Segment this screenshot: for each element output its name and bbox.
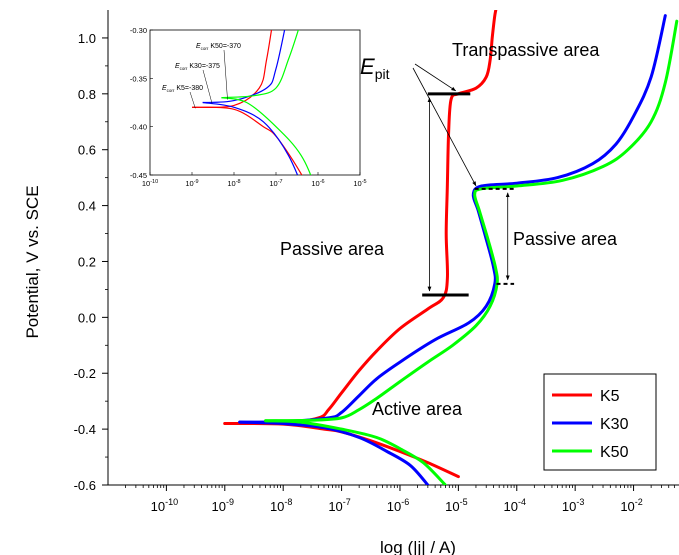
inset-ecorr-pointer — [223, 49, 228, 100]
epit-arrow-k5 — [414, 63, 457, 92]
inset-frame — [149, 29, 361, 176]
y-tick-label: -0.2 — [74, 366, 96, 381]
inset-x-tick-label: 10-10 — [142, 179, 158, 188]
inset-ecorr-label: Ecorr K50=-370 — [196, 43, 241, 51]
main-curves — [223, 10, 679, 485]
x-tick-label: 10-10 — [151, 497, 178, 514]
series-k50-cathodic-line — [264, 419, 447, 485]
y-tick-label: 0.0 — [78, 310, 96, 325]
y-tick-label: 0.8 — [78, 87, 96, 102]
active-area-label: Active area — [372, 399, 463, 419]
x-tick-label: 10-5 — [445, 497, 467, 514]
x-tick-label: 10-7 — [328, 497, 350, 514]
y-tick-label: 0.6 — [78, 143, 96, 158]
inset-ecorr-pointer — [202, 69, 213, 104]
annotation-lines — [412, 63, 515, 297]
inset-ecorr-pointer — [189, 91, 196, 109]
inset-x-tick-label: 10-7 — [269, 179, 282, 188]
inset-ecorr-labels: Ecorr K50=-370 Ecorr K30=-375 Ecorr K5=-38… — [162, 43, 241, 109]
inset-axes: 10-10 10-9 10-8 10-7 10-6 10-5 -0.30 -0.35 -0.40… — [130, 26, 367, 188]
annotations: Transpassive area Epit Passive area Pass… — [280, 40, 618, 419]
inset-x-tick-label: 10-9 — [185, 179, 198, 188]
epit-label: Epit — [360, 54, 390, 82]
legend-label-k50: K50 — [600, 444, 629, 461]
x-axis-title: log (|j| / A) — [380, 538, 456, 555]
passive-area-right-label: Passive area — [513, 229, 618, 249]
y-tick-label: 1.0 — [78, 31, 96, 46]
epit-label-sub: pit — [375, 66, 390, 82]
inset-y-tick-label: -0.40 — [130, 123, 147, 132]
inset-x-tick-label: 10-5 — [353, 179, 366, 188]
inset-y-tick-label: -0.30 — [130, 26, 147, 35]
legend-label-k30: K30 — [600, 416, 629, 433]
inset-series-k30-cathodic-line — [202, 101, 299, 175]
inset-x-tick-label: 10-6 — [311, 179, 324, 188]
y-tick-label: 0.4 — [78, 199, 96, 214]
inset-y-tick-label: -0.45 — [130, 171, 147, 180]
inset-series-k50-cathodic-line — [221, 97, 312, 175]
x-tick-label: 10-2 — [620, 497, 642, 514]
series-k30-cathodic-line — [238, 420, 430, 485]
series-k5-anodic-line — [223, 10, 498, 426]
inset-x-tick-label: 10-8 — [227, 179, 240, 188]
epit-arrow-k30-k50 — [412, 67, 477, 187]
y-tick-label: -0.6 — [74, 478, 96, 493]
main-axes: 10-10 10-9 10-8 10-7 10-6 10-5 10-4 10-3 10-2 -0.… — [74, 10, 679, 514]
inset-ecorr-label: Ecorr K30=-375 — [175, 63, 220, 71]
x-tick-label: 10-6 — [387, 497, 409, 514]
x-tick-label: 10-4 — [504, 497, 526, 514]
series-k50-anodic-line — [264, 19, 679, 423]
x-tick-label: 10-9 — [212, 497, 234, 514]
x-tick-label: 10-3 — [562, 497, 584, 514]
series-k30-anodic-line — [238, 14, 667, 424]
y-axis-title: Potential, V vs. SCE — [23, 185, 42, 338]
inset-ecorr-label: Ecorr K5=-380 — [162, 85, 203, 93]
inset-curves — [191, 30, 312, 175]
x-tick-label: 10-8 — [270, 497, 292, 514]
epit-label-main: E — [360, 54, 375, 79]
legend: K5 K30 K50 — [543, 373, 657, 471]
inset-plot: 10-10 10-9 10-8 10-7 10-6 10-5 -0.30 -0.35 -0.40… — [130, 26, 367, 188]
y-tick-label: -0.4 — [74, 422, 96, 437]
y-tick-label: 0.2 — [78, 254, 96, 269]
inset-y-tick-label: -0.35 — [130, 74, 147, 83]
y-axis-title-text: Potential, V vs. SCE — [23, 185, 42, 338]
transpassive-label: Transpassive area — [452, 40, 600, 60]
legend-label-k5: K5 — [600, 388, 620, 405]
passive-area-left-label: Passive area — [280, 239, 385, 259]
